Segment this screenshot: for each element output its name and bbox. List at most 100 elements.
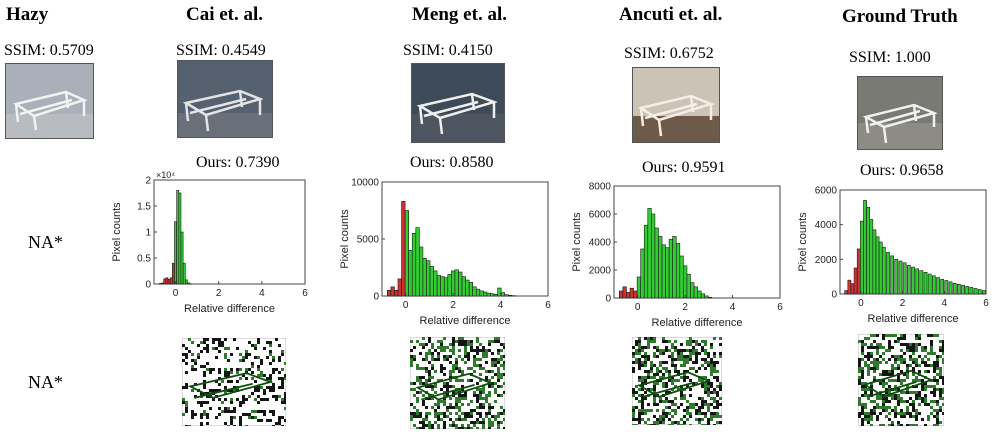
x-axis-label: Relative difference [420,315,511,327]
histogram-bar [911,266,915,295]
histogram-bar [700,293,706,299]
histogram-bar [504,294,509,297]
histogram-bar [163,278,167,285]
histogram-bar [178,192,182,285]
histogram-bar [436,275,441,297]
histogram-bar [182,262,186,285]
histogram-bar [977,289,982,295]
histogram-bar [176,190,180,285]
histogram-bar [159,283,162,285]
histogram-bar [419,246,424,297]
x-tick-label: 6 [777,302,783,313]
bench-outline [862,369,934,398]
histogram-bar [957,283,961,295]
x-tick-label: 4 [259,288,265,299]
y-tick-label: 4000 [815,220,838,231]
histogram-bar [894,259,899,295]
histogram-bar [500,292,506,297]
ours-ground-truth: Ours: 0.9658 [860,162,944,179]
ours-ancuti: Ours: 0.9591 [642,159,726,176]
histogram-bar [704,295,709,299]
histogram-bar [167,279,171,285]
histogram-bar [422,258,427,297]
histogram-bar [944,280,949,295]
histogram-bar [397,278,402,297]
x-tick-label: 2 [450,300,456,311]
histogram-bar [853,267,858,295]
y-tick-label: 2000 [815,255,838,266]
histogram-bar [952,282,957,295]
na-label-histogram: NA* [28,232,63,252]
x-tick-label: 0 [173,288,179,299]
histogram-cai: 0 2 4 6 0 0.5 1 1.5 2 ×10⁴ Relative difference Pixe… [111,170,308,315]
histogram-bar [683,265,688,299]
histogram-bar [180,231,184,285]
histogram-bar [401,201,406,297]
histogram-bar [626,292,631,299]
histogram-bar [497,287,502,297]
histogram-bar [693,286,698,299]
histogram-bar [866,207,871,295]
ssim-ancuti: SSIM: 0.6752 [624,45,714,62]
histogram-bar [675,243,681,299]
histogram-bar [902,262,907,295]
histogram-bar [651,213,656,299]
x-tick-label: 0 [858,298,864,309]
histogram-bar [433,270,438,297]
y-tick-label: 2 [145,176,151,187]
y-tick-label: 5000 [357,235,380,246]
histogram-bar [468,282,474,297]
histogram-bar [390,286,395,297]
histogram-bar [447,274,452,297]
histogram-bar [647,208,652,299]
y-tick-label: 1 [145,228,151,239]
histogram-bar [856,248,861,295]
histogram-bar [915,268,920,295]
y-tick-label: 0 [145,280,151,291]
histogram-bar [461,276,466,297]
histogram-bar [172,262,175,285]
difference-map-cai [182,338,286,426]
bench-outline [187,372,274,399]
histogram-bar [875,236,880,295]
difference-map-speckles [410,337,505,429]
histogram-bar [665,247,670,299]
x-tick-label: 2 [682,302,688,313]
histogram-bar [672,236,677,299]
histogram-bar [493,293,498,297]
x-tick-label: 0 [403,300,409,311]
histogram-bar [697,290,702,299]
histogram-bar [187,282,190,285]
x-tick-label: 6 [983,298,989,309]
histogram-bar [629,287,634,299]
y-tick-label: 6000 [815,186,838,197]
ssim-hazy: SSIM: 0.5709 [4,42,94,59]
histogram-bar [622,286,627,299]
histogram-bar [661,244,666,299]
x-tick-label: 4 [730,302,736,313]
histogram-bar [850,283,855,295]
histogram-bar [640,248,645,299]
histogram-bar [451,270,456,297]
histogram-bar [923,272,928,295]
histogram-bar [860,220,864,295]
ancuti-photo [632,67,720,143]
y-tick-label: 0 [605,294,611,305]
ours-cai: Ours: 0.7390 [196,154,280,171]
histogram-bar [440,276,445,297]
y-axis-label: Pixel counts [339,209,351,269]
histogram-bar [404,210,409,297]
difference-map-ground-truth [858,334,944,426]
x-tick-label: 6 [545,300,551,311]
histogram-bar [483,291,488,297]
histogram-bar [668,238,673,299]
histogram-bar [881,246,886,295]
histogram-bar [658,236,663,299]
bench-outline [636,371,712,398]
histogram-bar [429,266,434,297]
y-tick-label: 8000 [589,182,612,193]
column-title-meng: Meng et. al. [412,4,507,25]
histogram-bar [475,288,481,297]
ssim-cai: SSIM: 0.4549 [176,42,266,59]
histogram-bar [472,286,477,297]
